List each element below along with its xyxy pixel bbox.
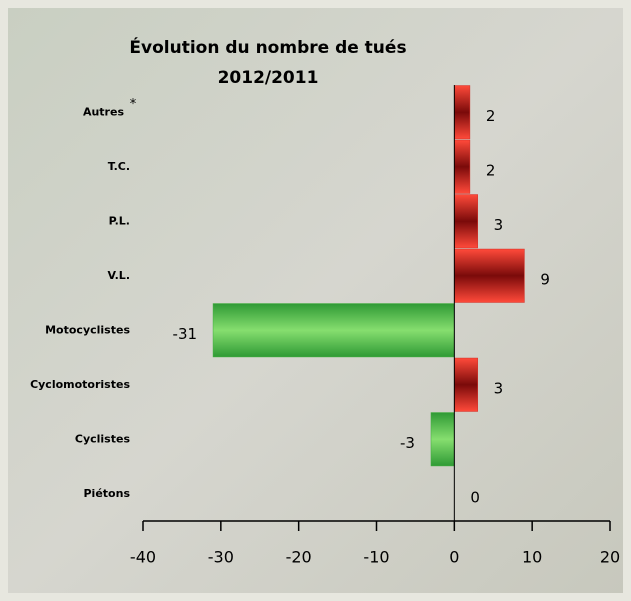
y-tick-label: V.L. [108, 269, 130, 282]
bar [454, 357, 478, 412]
data-label: 9 [540, 270, 550, 288]
data-label: -3 [400, 434, 415, 452]
bar [212, 303, 455, 358]
bar [454, 248, 525, 303]
chart-title: Évolution du nombre de tués [129, 36, 406, 58]
x-tick-label: 10 [522, 548, 542, 567]
y-tick-label: Motocyclistes [45, 323, 130, 336]
x-tick-label: 0 [449, 548, 459, 567]
y-tick-label: P.L. [109, 214, 130, 227]
y-tick-label: Cyclomotoristes [30, 378, 130, 391]
x-tick-label: -40 [130, 548, 156, 567]
chart-subtitle: 2012/2011 [218, 68, 319, 88]
y-tick-label: Autres [83, 105, 124, 118]
x-tick-label: -10 [363, 548, 389, 567]
bar [454, 194, 478, 249]
y-tick-label: Piétons [84, 487, 131, 500]
y-tick-label: T.C. [108, 160, 130, 173]
x-tick-label: 20 [600, 548, 620, 567]
background [8, 8, 623, 593]
data-label: -31 [173, 325, 198, 343]
data-label: 2 [486, 107, 496, 125]
data-label: 2 [486, 161, 496, 179]
x-tick-label: -20 [286, 548, 312, 567]
y-tick-label: Cyclistes [75, 432, 131, 445]
annotation: * [130, 97, 137, 112]
x-tick-label: -30 [208, 548, 234, 567]
bar [454, 85, 471, 140]
data-label: 0 [470, 488, 480, 506]
bar [430, 412, 455, 467]
bar [454, 139, 471, 194]
data-label: 3 [494, 216, 504, 234]
data-label: 3 [494, 379, 504, 397]
